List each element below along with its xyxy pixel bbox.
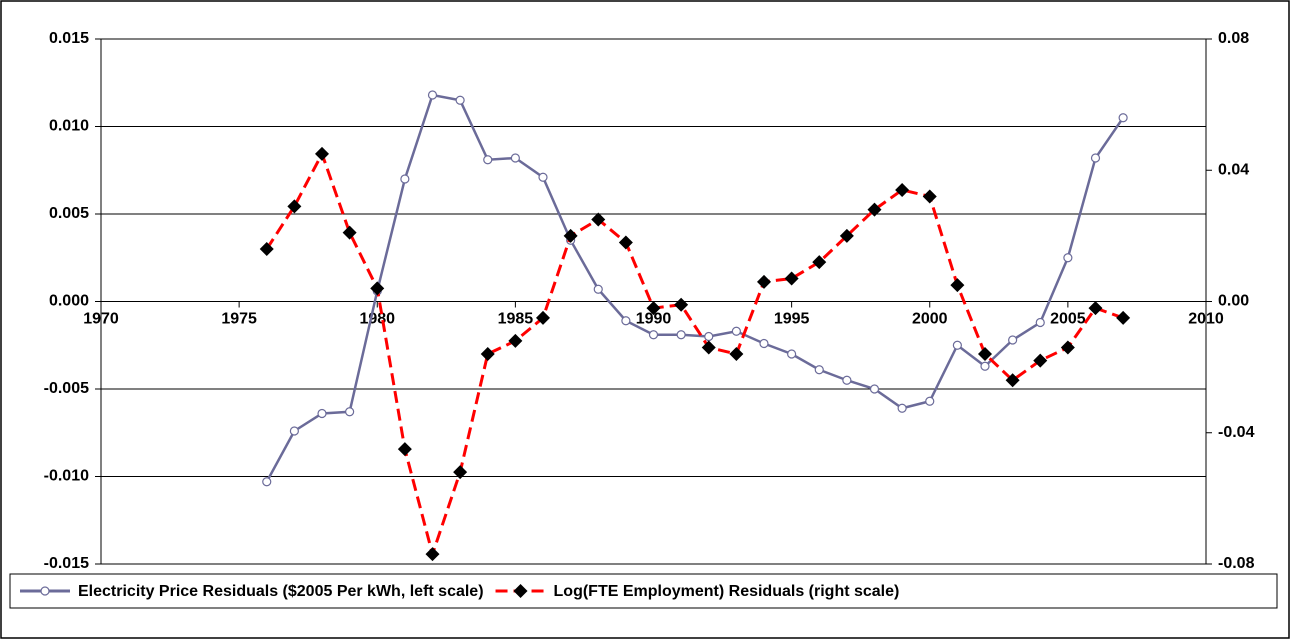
marker (1033, 353, 1048, 368)
marker (536, 310, 550, 325)
marker (674, 297, 689, 312)
x-tick-label: 2010 (1188, 311, 1224, 328)
x-tick-label: 2005 (1050, 311, 1086, 328)
marker (897, 403, 907, 413)
marker (842, 375, 852, 385)
marker (593, 284, 603, 294)
marker (563, 228, 578, 243)
marker (538, 172, 548, 182)
marker (483, 155, 493, 165)
marker (869, 384, 880, 394)
marker (701, 340, 716, 355)
marker (1060, 340, 1075, 355)
marker (453, 465, 468, 480)
marker (510, 153, 520, 163)
y2-tick-label: 0.08 (1218, 30, 1249, 47)
legend-box (9, 573, 1278, 609)
y-tick-label: 0.005 (49, 205, 89, 222)
x-tick-label: 1970 (83, 311, 119, 328)
marker (455, 95, 465, 105)
x-tick-label: 1990 (636, 311, 672, 328)
y2-tick-label: 0.00 (1218, 293, 1249, 310)
marker (978, 347, 992, 361)
legend-label: Log(FTE Employment) Residuals (right sca… (554, 583, 900, 600)
marker (1088, 301, 1103, 316)
marker (839, 228, 854, 243)
marker (427, 90, 438, 100)
marker (259, 242, 274, 256)
marker (759, 338, 769, 349)
x-tick-label: 1985 (498, 311, 534, 328)
marker (731, 326, 741, 336)
marker (1035, 317, 1045, 328)
marker (315, 146, 329, 161)
marker (704, 331, 714, 342)
marker (757, 274, 771, 289)
marker (621, 316, 631, 326)
marker (950, 278, 965, 293)
marker (508, 333, 523, 348)
y-tick-label: 0.010 (49, 118, 89, 135)
marker (287, 199, 302, 214)
y-tick-label: 0.015 (49, 30, 89, 47)
y-tick-label: -0.010 (44, 468, 89, 485)
marker (289, 426, 299, 436)
x-tick-label: 1975 (221, 311, 257, 328)
series-line (265, 150, 1124, 560)
marker (787, 349, 797, 359)
marker (812, 255, 827, 270)
marker (867, 202, 882, 217)
series-line (265, 93, 1125, 483)
marker (513, 584, 528, 598)
marker (1005, 373, 1020, 388)
marker (980, 361, 990, 371)
marker (925, 396, 935, 406)
marker (922, 189, 937, 204)
marker (676, 330, 686, 340)
marker (262, 477, 272, 487)
marker (591, 212, 606, 227)
x-tick-label: 1980 (359, 311, 395, 328)
marker (317, 408, 327, 419)
marker (618, 235, 633, 250)
marker (1008, 335, 1018, 345)
marker (40, 586, 50, 596)
legend: Electricity Price Residuals ($2005 Per k… (9, 573, 1278, 609)
marker (370, 281, 385, 296)
marker (400, 174, 410, 184)
y2-tick-label: 0.04 (1218, 161, 1249, 178)
marker (345, 407, 355, 417)
marker (480, 347, 495, 361)
y-tick-label: 0.000 (49, 293, 89, 310)
marker (646, 301, 661, 316)
marker (1090, 153, 1101, 163)
marker (1116, 310, 1131, 325)
x-tick-label: 1995 (774, 311, 810, 328)
marker (397, 442, 412, 457)
marker (648, 330, 659, 340)
y-tick-label: -0.015 (44, 555, 89, 572)
marker (952, 340, 962, 350)
marker (425, 547, 440, 562)
legend-label: Electricity Price Residuals ($2005 Per k… (78, 583, 484, 600)
marker (342, 225, 357, 240)
marker (784, 271, 799, 286)
y2-tick-label: -0.04 (1218, 424, 1255, 441)
x-tick-label: 2000 (912, 311, 948, 328)
marker (729, 347, 744, 361)
y-tick-label: -0.005 (44, 380, 89, 397)
marker (895, 182, 910, 197)
marker (1118, 113, 1128, 123)
y2-tick-label: -0.08 (1218, 555, 1255, 572)
marker (1063, 253, 1073, 263)
marker (814, 365, 824, 375)
